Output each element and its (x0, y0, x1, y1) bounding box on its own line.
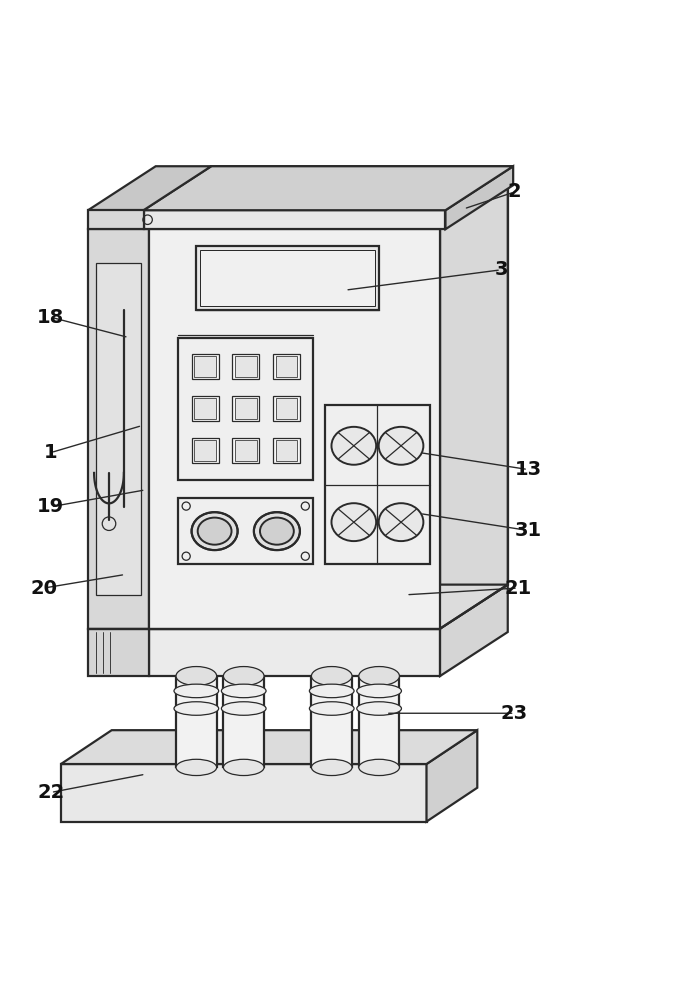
Bar (192, 354, 219, 379)
Ellipse shape (332, 503, 376, 541)
Ellipse shape (332, 427, 376, 465)
Bar (235, 398, 257, 419)
Bar (273, 354, 300, 379)
Polygon shape (88, 166, 211, 210)
Ellipse shape (260, 518, 294, 545)
Text: 22: 22 (37, 783, 64, 802)
Text: 13: 13 (515, 460, 542, 479)
Bar (235, 440, 257, 461)
Polygon shape (88, 229, 149, 629)
Text: 23: 23 (501, 704, 528, 723)
Ellipse shape (192, 512, 238, 550)
Polygon shape (427, 730, 477, 822)
Bar (149, 629, 440, 676)
Text: 1: 1 (44, 443, 58, 462)
Bar (232, 438, 259, 463)
Ellipse shape (223, 759, 264, 776)
Text: 2: 2 (508, 182, 521, 201)
Bar (200, 250, 375, 306)
Ellipse shape (309, 684, 354, 698)
Bar (276, 398, 297, 419)
Bar (325, 405, 430, 564)
Bar (144, 210, 445, 229)
Bar (149, 229, 440, 629)
Bar (194, 356, 216, 377)
Ellipse shape (174, 702, 219, 715)
Text: 3: 3 (494, 260, 508, 279)
Ellipse shape (176, 759, 217, 776)
Polygon shape (149, 585, 508, 629)
Text: 31: 31 (515, 521, 542, 540)
Text: 20: 20 (30, 579, 58, 598)
Bar (176, 676, 217, 767)
Polygon shape (144, 166, 513, 210)
Ellipse shape (357, 684, 401, 698)
Bar (273, 396, 300, 421)
Polygon shape (144, 166, 513, 210)
Polygon shape (445, 166, 513, 229)
Bar (232, 396, 259, 421)
Bar (178, 498, 313, 564)
Bar (194, 398, 216, 419)
Ellipse shape (309, 702, 354, 715)
Ellipse shape (254, 512, 300, 550)
Bar (194, 440, 216, 461)
Polygon shape (61, 730, 477, 764)
Ellipse shape (176, 667, 217, 685)
Bar (273, 438, 300, 463)
Polygon shape (88, 629, 149, 676)
Ellipse shape (378, 427, 423, 465)
Ellipse shape (357, 702, 401, 715)
Bar (192, 396, 219, 421)
Bar (196, 246, 379, 310)
Text: 21: 21 (504, 579, 531, 598)
Ellipse shape (311, 667, 352, 685)
Ellipse shape (223, 667, 264, 685)
Bar (61, 764, 427, 822)
Bar (232, 354, 259, 379)
Bar (88, 210, 144, 229)
Ellipse shape (359, 667, 399, 685)
Bar (276, 440, 297, 461)
Ellipse shape (198, 518, 232, 545)
Ellipse shape (221, 684, 266, 698)
Bar (359, 676, 399, 767)
Bar (96, 263, 141, 595)
Bar (276, 356, 297, 377)
Ellipse shape (359, 759, 399, 776)
Bar (235, 356, 257, 377)
Polygon shape (440, 585, 508, 676)
Bar (223, 676, 264, 767)
Ellipse shape (311, 759, 352, 776)
Text: 19: 19 (37, 497, 64, 516)
Bar (311, 676, 352, 767)
Ellipse shape (174, 684, 219, 698)
Bar (178, 338, 313, 480)
Bar (192, 438, 219, 463)
Polygon shape (440, 185, 508, 629)
Ellipse shape (221, 702, 266, 715)
Ellipse shape (378, 503, 423, 541)
Text: 18: 18 (37, 308, 64, 327)
